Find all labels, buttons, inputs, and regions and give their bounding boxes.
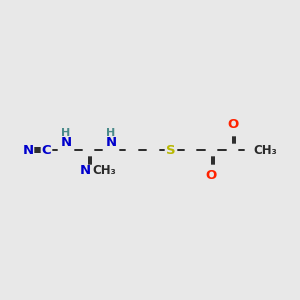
Text: H: H [61, 128, 70, 139]
Text: S: S [166, 143, 176, 157]
Text: C: C [42, 143, 51, 157]
Text: CH₃: CH₃ [92, 164, 116, 177]
Text: H: H [106, 128, 116, 139]
Text: O: O [227, 118, 238, 131]
Text: O: O [206, 169, 217, 182]
Text: N: N [23, 143, 34, 157]
Text: N: N [105, 136, 117, 149]
Text: CH₃: CH₃ [254, 143, 277, 157]
Text: N: N [79, 164, 91, 178]
Text: N: N [60, 136, 72, 149]
